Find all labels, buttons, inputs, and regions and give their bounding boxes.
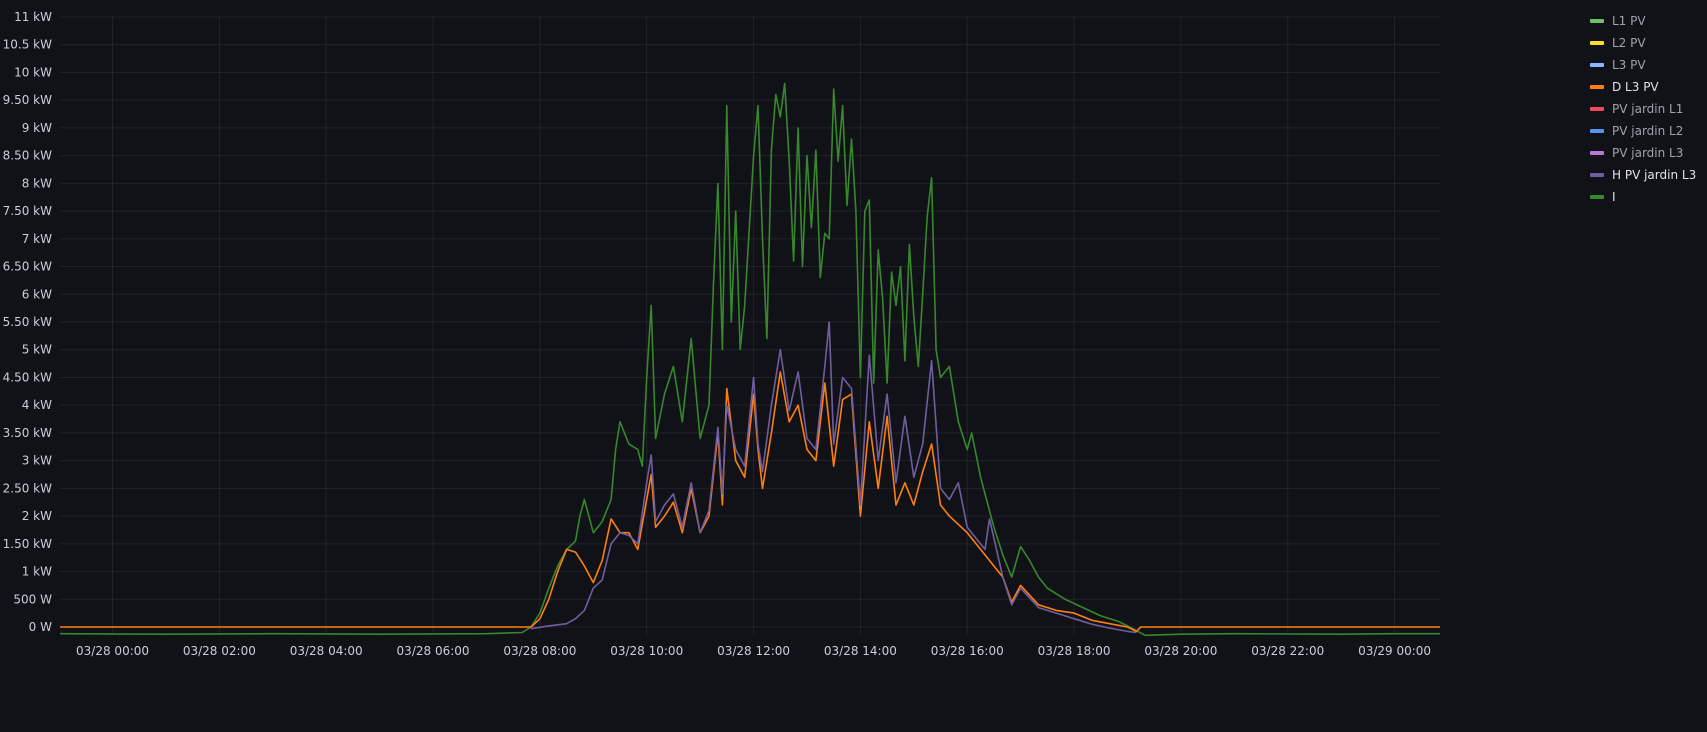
legend-swatch [1590, 63, 1604, 67]
legend-label: PV jardin L1 [1612, 102, 1684, 116]
legend-label: PV jardin L3 [1612, 146, 1684, 160]
legend-swatch [1590, 19, 1604, 23]
legend-item[interactable]: L3 PV [1590, 54, 1705, 76]
x-tick-label: 03/28 16:00 [931, 644, 1004, 658]
legend-swatch [1590, 195, 1604, 199]
legend-swatch [1590, 41, 1604, 45]
y-tick-label: 6.50 kW [3, 260, 52, 274]
y-tick-label: 5.50 kW [3, 315, 52, 329]
y-tick-label: 8.50 kW [3, 149, 52, 163]
x-tick-label: 03/28 20:00 [1144, 644, 1217, 658]
legend-item[interactable]: L1 PV [1590, 10, 1705, 32]
line-chart[interactable]: 11 kW 10.5 kW 10 kW 9.50 kW 9 kW 8.50 kW 8 kW 7… [0, 0, 1440, 732]
y-tick-label: 7.50 kW [3, 204, 52, 218]
legend-label: L2 PV [1612, 36, 1646, 50]
y-tick-label: 0 W [29, 620, 52, 634]
legend-item[interactable]: H PV jardin L3 [1590, 164, 1705, 186]
y-tick-label: 3 kW [22, 454, 52, 468]
y-tick-label: 2.50 kW [3, 481, 52, 495]
legend-swatch [1590, 151, 1604, 155]
y-tick-label: 3.50 kW [3, 426, 52, 440]
legend-item[interactable]: PV jardin L2 [1590, 120, 1705, 142]
legend-swatch [1590, 173, 1604, 177]
x-axis: 03/28 00:00 03/28 02:00 03/28 04:00 03/28 0… [76, 644, 1431, 658]
y-tick-label: 9.50 kW [3, 93, 52, 107]
y-tick-label: 6 kW [22, 287, 52, 301]
x-tick-label: 03/29 00:00 [1358, 644, 1431, 658]
y-tick-label: 11 kW [14, 10, 52, 24]
legend-label: D L3 PV [1612, 80, 1659, 94]
series-line-h-pv-jardin-l3[interactable] [530, 321, 1137, 634]
y-tick-label: 5 kW [22, 343, 52, 357]
legend-item[interactable]: I [1590, 186, 1705, 208]
y-tick-label: 10 kW [14, 65, 52, 79]
x-tick-label: 03/28 22:00 [1251, 644, 1324, 658]
x-tick-label: 03/28 14:00 [824, 644, 897, 658]
legend-label: L3 PV [1612, 58, 1646, 72]
legend-label: L1 PV [1612, 14, 1646, 28]
y-tick-label: 500 W [13, 592, 52, 606]
series-line-i[interactable] [59, 82, 1440, 637]
series-group [59, 82, 1440, 637]
y-tick-label: 1 kW [22, 565, 52, 579]
y-tick-label: 9 kW [22, 121, 52, 135]
x-tick-label: 03/28 10:00 [610, 644, 683, 658]
legend-swatch [1590, 129, 1604, 133]
x-tick-label: 03/28 02:00 [183, 644, 256, 658]
legend-item[interactable]: D L3 PV [1590, 76, 1705, 98]
legend-swatch [1590, 107, 1604, 111]
x-tick-label: 03/28 04:00 [290, 644, 363, 658]
legend: L1 PV L2 PV L3 PV D L3 PV PV jardin L1 PV jar… [1590, 10, 1705, 208]
legend-item[interactable]: PV jardin L3 [1590, 142, 1705, 164]
y-tick-label: 1.50 kW [3, 537, 52, 551]
y-tick-label: 10.5 kW [3, 38, 52, 52]
legend-label: H PV jardin L3 [1612, 168, 1697, 182]
x-tick-label: 03/28 12:00 [717, 644, 790, 658]
x-tick-label: 03/28 08:00 [503, 644, 576, 658]
x-tick-label: 03/28 18:00 [1038, 644, 1111, 658]
legend-label: I [1612, 190, 1616, 204]
legend-item[interactable]: L2 PV [1590, 32, 1705, 54]
legend-item[interactable]: PV jardin L1 [1590, 98, 1705, 120]
y-tick-label: 8 kW [22, 176, 52, 190]
x-tick-label: 03/28 00:00 [76, 644, 149, 658]
y-tick-label: 4.50 kW [3, 370, 52, 384]
x-tick-label: 03/28 06:00 [397, 644, 470, 658]
grid [60, 16, 1440, 635]
legend-swatch [1590, 85, 1604, 89]
legend-label: PV jardin L2 [1612, 124, 1684, 138]
y-tick-label: 2 kW [22, 509, 52, 523]
y-axis: 11 kW 10.5 kW 10 kW 9.50 kW 9 kW 8.50 kW 8 kW 7… [3, 10, 52, 634]
y-tick-label: 4 kW [22, 398, 52, 412]
y-tick-label: 7 kW [22, 232, 52, 246]
